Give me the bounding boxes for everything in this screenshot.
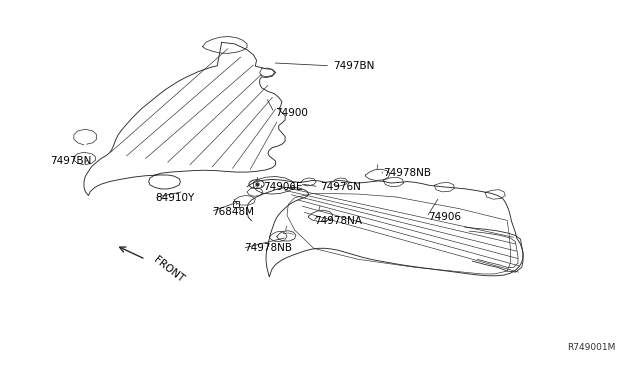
Text: 74906E: 74906E xyxy=(263,182,302,192)
Text: 74978NB: 74978NB xyxy=(383,168,431,178)
Text: 84910Y: 84910Y xyxy=(155,193,195,203)
Text: 7497BN: 7497BN xyxy=(51,156,92,166)
Text: R749001M: R749001M xyxy=(566,343,615,352)
Text: 74900: 74900 xyxy=(276,108,308,118)
Text: FRONT: FRONT xyxy=(152,254,186,284)
Text: 76848M: 76848M xyxy=(212,207,254,217)
Text: 7497BN: 7497BN xyxy=(333,61,374,71)
Text: 74978NB: 74978NB xyxy=(244,243,292,253)
Text: 74906: 74906 xyxy=(428,212,461,222)
Text: 74976N: 74976N xyxy=(320,182,361,192)
Text: 74978NA: 74978NA xyxy=(314,216,362,226)
